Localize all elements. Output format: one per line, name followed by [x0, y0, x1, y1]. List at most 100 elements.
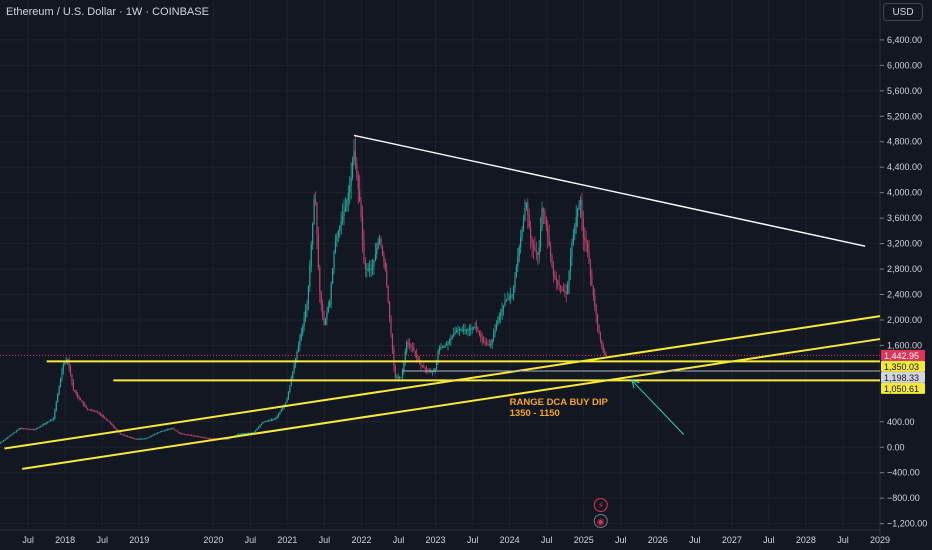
candle-body — [490, 344, 492, 346]
candle-body — [537, 252, 539, 255]
ascending-support-upper — [4, 315, 881, 450]
candle-body — [126, 435, 129, 437]
candle-body — [314, 199, 317, 202]
candle-body — [114, 426, 116, 429]
candle-body — [343, 211, 345, 217]
candle-body — [316, 201, 318, 235]
candle-body — [555, 277, 557, 281]
y-tick-label: 2,800.00 — [887, 264, 922, 274]
candle-body — [101, 414, 103, 416]
candle-body — [389, 301, 391, 318]
candle-body — [263, 421, 265, 423]
candle-body — [124, 434, 126, 436]
candle-body — [582, 218, 584, 238]
candle-body — [552, 266, 555, 276]
candle-body — [398, 377, 401, 379]
candle-body — [132, 437, 134, 439]
symbol-title[interactable]: Ethereum / U.S. Dollar · 1W · COINBASE — [6, 6, 209, 18]
candle-body — [522, 219, 525, 229]
candle-body — [18, 428, 20, 430]
candle-body — [498, 316, 500, 320]
candle-body — [416, 354, 418, 358]
candle-body — [527, 202, 529, 215]
candle-body — [326, 312, 328, 319]
candle-body — [87, 408, 89, 410]
candle-body — [1, 441, 3, 443]
candle-body — [485, 343, 488, 345]
event-markers[interactable]: ⚡◉ — [593, 498, 608, 528]
candle-body — [84, 404, 86, 407]
candle-body — [300, 333, 302, 340]
candle-body — [504, 301, 506, 306]
candle-body — [77, 394, 79, 397]
calendar-icon-glyph: ◉ — [597, 518, 605, 528]
candle-body — [22, 428, 25, 430]
candle-body — [5, 438, 8, 440]
candle-body — [453, 334, 455, 337]
candle-body — [310, 244, 312, 266]
candle-body — [209, 438, 211, 440]
candle-body — [512, 287, 515, 295]
y-tick-label: 1,600.00 — [887, 340, 922, 350]
candle-body — [588, 251, 590, 264]
candle-body — [558, 282, 560, 286]
price-axis[interactable]: 6,400.00 6,000.00 5,600.00 5,200.00 4,800.00… — [879, 0, 927, 550]
candle-body — [28, 428, 30, 430]
candle-body — [437, 351, 439, 361]
candle-body — [302, 326, 304, 334]
candle-body — [339, 225, 341, 231]
candle-body — [602, 346, 604, 354]
candle-body — [102, 415, 104, 417]
candle-body — [317, 234, 319, 268]
currency-button[interactable]: USD — [883, 3, 923, 21]
candle-body — [309, 265, 311, 287]
candle-body — [49, 420, 52, 422]
candle-body — [71, 374, 73, 383]
candle-body — [406, 342, 408, 352]
candle-body — [465, 329, 468, 331]
candle-body — [423, 366, 425, 368]
candle-body — [379, 239, 381, 242]
candle-body — [262, 421, 264, 424]
candle-body — [351, 160, 354, 178]
candle-body — [112, 424, 114, 427]
candle-body — [528, 214, 530, 227]
x-tick-label: 2026 — [648, 535, 668, 545]
candle-body — [574, 225, 576, 235]
candle-body — [330, 283, 332, 300]
candle-body — [473, 327, 475, 329]
candle-body — [480, 334, 482, 338]
candle-body — [394, 366, 396, 378]
candle-body — [591, 275, 593, 286]
candle-body — [10, 435, 12, 437]
y-tick-label: 6,400.00 — [887, 35, 922, 45]
candle-body — [57, 394, 59, 403]
candle-body — [545, 218, 547, 227]
candle-body — [511, 294, 513, 297]
candle-body — [464, 329, 466, 331]
candle-body — [595, 305, 597, 315]
annotation-text: RANGE DCA BUY DIP — [510, 397, 609, 408]
price-badge — [881, 360, 925, 372]
candle-body — [240, 433, 243, 435]
candle-body — [356, 163, 358, 177]
candle-body — [501, 308, 503, 313]
candle-body — [370, 269, 372, 271]
candle-body — [169, 428, 171, 430]
candle-body — [344, 207, 347, 212]
candle-body — [104, 416, 106, 419]
x-tick-label: Jul — [689, 535, 701, 545]
x-tick-label: Jul — [541, 535, 553, 545]
candle-body — [431, 371, 433, 373]
candle-body — [153, 434, 156, 436]
candle-body — [193, 435, 196, 437]
candle-body — [168, 429, 170, 431]
candle-body — [15, 430, 17, 432]
candle-body — [532, 245, 535, 248]
candle-body — [280, 409, 282, 412]
candle-body — [59, 378, 62, 387]
candle-body — [35, 428, 37, 430]
candle-body — [109, 421, 111, 424]
